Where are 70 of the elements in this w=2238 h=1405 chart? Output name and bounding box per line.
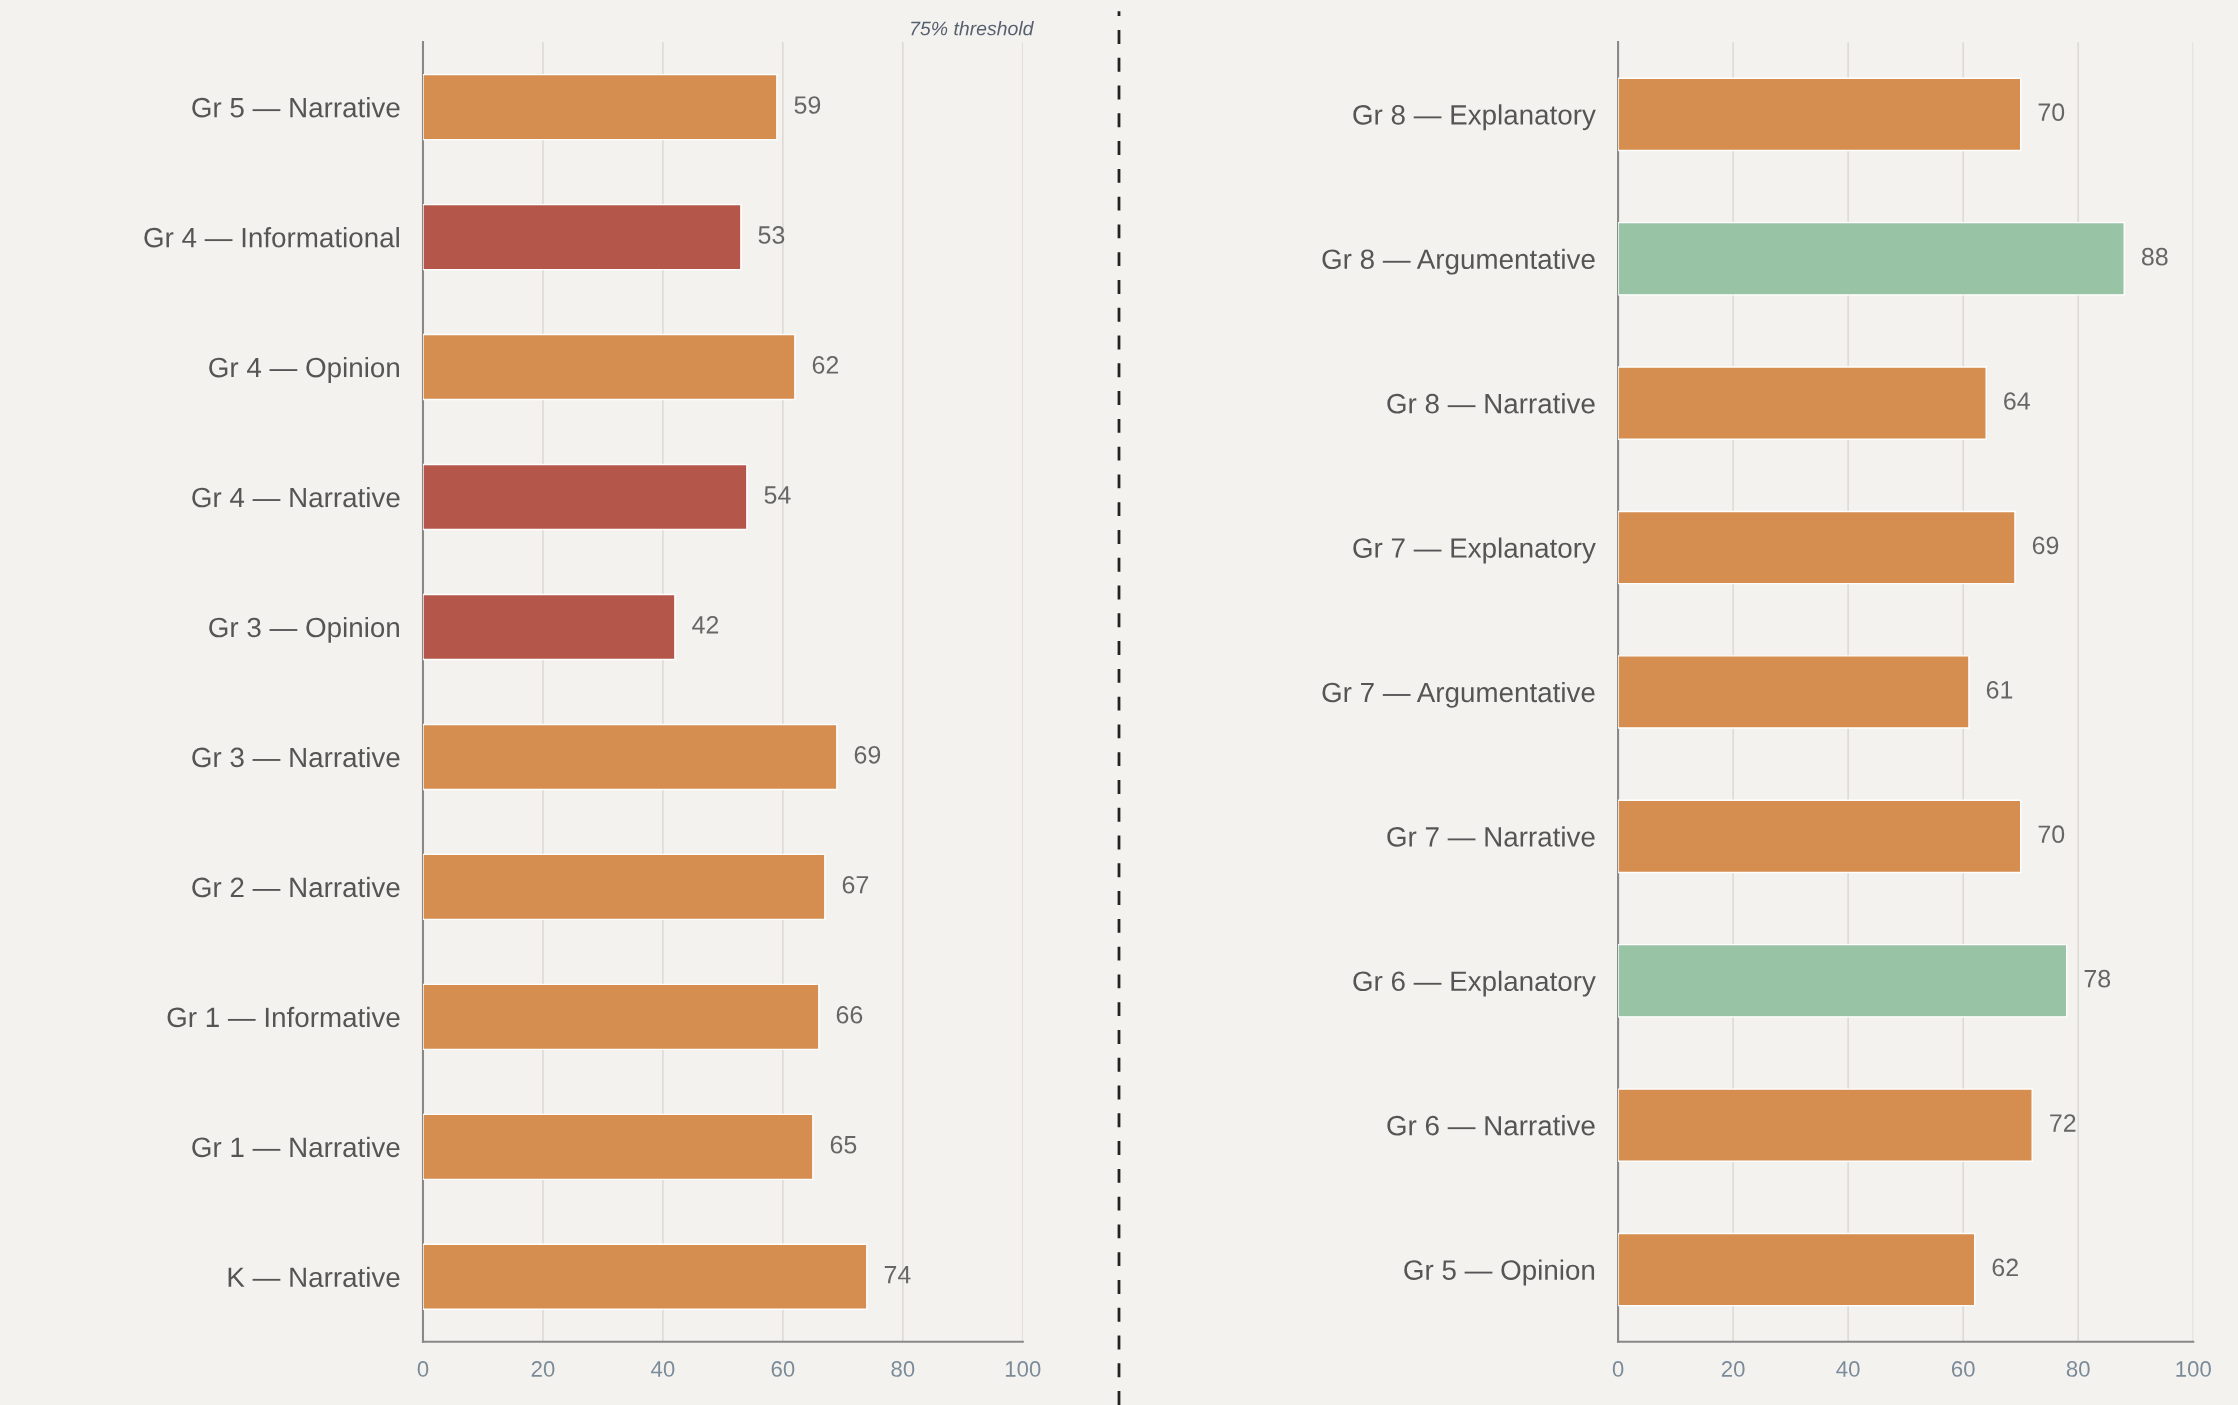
y-tick-label: Gr 2 — Narrative [192,876,400,898]
bar [422,723,838,791]
y-tick-label: Gr 1 — Narrative [192,1136,400,1158]
data-label: 72 [2050,1114,2076,1132]
y-tick-label: K — Narrative [228,1266,400,1288]
x-tick-label: 80 [891,1361,915,1377]
x-tick-label: 0 [1612,1361,1624,1377]
x-tick-label: 0 [417,1361,429,1377]
data-label: 69 [854,745,881,764]
x-tick-label: 40 [1836,1361,1860,1377]
bar [1618,655,1970,729]
x-tick-label: 20 [1721,1361,1745,1377]
y-tick-label: Gr 7 — Argumentative [1322,681,1595,708]
data-label: 54 [764,486,791,504]
x-tick-label: 40 [651,1361,675,1377]
bar [1618,366,1987,440]
data-label: 67 [842,875,869,894]
x-tick-label: 60 [1951,1361,1975,1377]
bar [1618,1088,2033,1162]
data-label: 74 [884,1266,911,1284]
y-tick-label: Gr 7 — Narrative [1387,826,1595,847]
data-label: 88 [2141,247,2168,266]
bar [1618,221,2125,296]
data-label: 70 [2038,103,2065,122]
y-tick-label: Gr 5 — Narrative [192,97,400,118]
bar [1618,510,2016,585]
data-label: 65 [830,1135,857,1154]
y-tick-label: Gr 3 — Opinion [209,616,399,643]
y-tick-label: Gr 1 — Informative [167,1006,400,1028]
y-tick-label: Gr 8 — Argumentative [1322,248,1595,275]
bar [422,333,796,401]
bar [1618,1232,1976,1307]
y-tick-label: Gr 4 — Narrative [192,486,400,508]
x-tick-label: 60 [771,1361,795,1377]
x-tick-label: 100 [1005,1361,1041,1377]
y-tick-label: Gr 6 — Narrative [1387,1115,1595,1136]
data-label: 66 [836,1005,863,1024]
data-label: 59 [794,96,821,114]
data-label: 62 [812,356,839,374]
bar [1618,77,2022,152]
y-tick-label: Gr 6 — Explanatory [1353,970,1596,997]
data-label: 42 [692,615,719,634]
y-tick-label: Gr 5 — Opinion [1404,1259,1595,1286]
bar [422,463,748,531]
x-tick-label: 100 [2176,1361,2211,1377]
data-label: 61 [1986,680,2013,699]
y-tick-label: Gr 8 — Narrative [1387,393,1595,414]
data-label: 69 [2032,536,2059,555]
data-label: 64 [2004,392,2030,410]
bar [1618,799,2022,874]
bar [422,203,742,271]
bar [422,73,778,141]
data-label: 62 [1992,1258,2018,1277]
bar [1618,943,2068,1018]
y-tick-label: Gr 4 — Informational [144,227,399,248]
data-label: 78 [2084,969,2111,988]
x-tick-label: 20 [531,1361,555,1377]
bar [422,1113,814,1181]
bar [422,593,676,661]
x-tick-label: 80 [2066,1361,2090,1377]
data-label: 53 [758,226,785,244]
y-tick-label: Gr 8 — Explanatory [1353,104,1596,131]
bar [422,853,826,921]
data-label: 70 [2038,825,2065,844]
y-tick-label: Gr 7 — Explanatory [1353,537,1596,564]
bar [422,1243,868,1310]
text: 75% threshold [911,21,1034,36]
y-tick-label: Gr 4 — Opinion [209,356,399,383]
y-tick-label: Gr 3 — Narrative [192,746,400,768]
bar [422,983,820,1051]
